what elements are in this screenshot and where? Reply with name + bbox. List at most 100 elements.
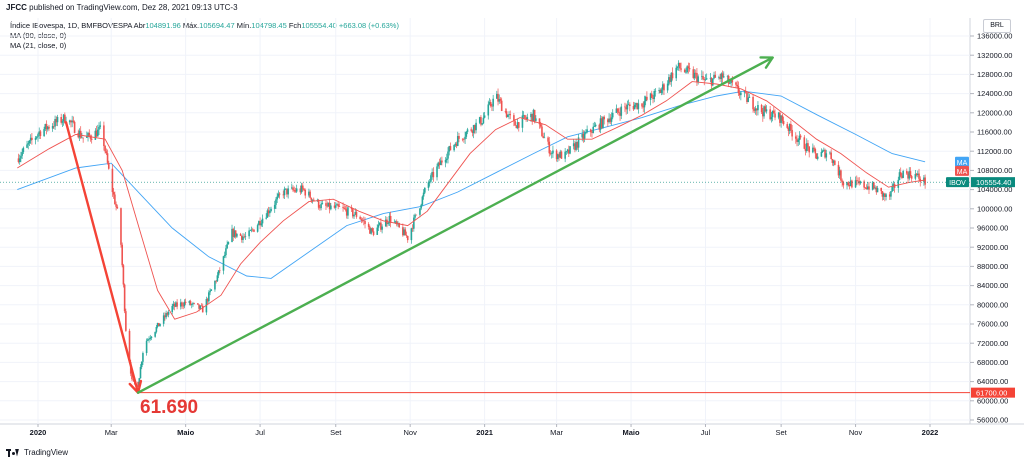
candle-body bbox=[633, 104, 636, 110]
candle-body bbox=[208, 292, 210, 302]
low-label: Mín. bbox=[236, 21, 252, 30]
price-tick-label: 72000.00 bbox=[977, 339, 1008, 348]
candle-body bbox=[402, 227, 404, 236]
candle-body bbox=[370, 228, 372, 234]
candle-body bbox=[558, 154, 560, 158]
candle-body bbox=[851, 180, 853, 188]
candle-body bbox=[99, 125, 102, 127]
candle-body bbox=[295, 188, 298, 192]
candle-body bbox=[198, 304, 200, 309]
candle-body bbox=[829, 152, 831, 154]
uptrend-arrow bbox=[759, 56, 774, 69]
candle-body bbox=[345, 209, 348, 216]
candle-body bbox=[697, 76, 699, 83]
candle-body bbox=[179, 302, 182, 307]
candle-body bbox=[508, 114, 510, 115]
candle-body bbox=[769, 109, 771, 120]
candle-body bbox=[701, 76, 703, 77]
candle-body bbox=[436, 166, 438, 178]
candle-body bbox=[740, 92, 742, 96]
candle-body bbox=[714, 74, 717, 78]
candle-body bbox=[798, 135, 801, 141]
time-tick-label: Nov bbox=[404, 428, 418, 437]
candle-body bbox=[147, 339, 149, 341]
candle-body bbox=[201, 305, 204, 313]
candle-body bbox=[524, 115, 526, 119]
candle-body bbox=[891, 186, 893, 192]
candle-body bbox=[233, 230, 236, 237]
candle-body bbox=[55, 119, 58, 123]
candle-body bbox=[337, 204, 339, 207]
candle-body bbox=[548, 141, 551, 154]
candle-body bbox=[577, 137, 580, 148]
candle-body bbox=[267, 210, 270, 214]
candle-body bbox=[771, 110, 774, 118]
candle-body bbox=[863, 181, 865, 188]
candle-body bbox=[794, 136, 797, 139]
publish-info: published on TradingView.com, Dez 28, 20… bbox=[29, 3, 238, 12]
time-axis[interactable]: 2020 Mar Maio Jul Set Nov 2021 Mar Maio Jul Set Nov… bbox=[30, 424, 939, 437]
candle-body bbox=[600, 118, 603, 128]
candle-body bbox=[908, 171, 911, 179]
candle-body bbox=[344, 208, 347, 210]
candle-body bbox=[481, 123, 483, 125]
candle-body bbox=[17, 158, 20, 163]
candle-body bbox=[309, 191, 311, 198]
candle-body bbox=[582, 133, 585, 139]
price-label: MA bbox=[955, 165, 969, 176]
candle-body bbox=[29, 137, 32, 141]
candle-body bbox=[692, 69, 695, 78]
candle-body bbox=[566, 149, 569, 152]
candle-body bbox=[924, 177, 926, 185]
candle-body bbox=[849, 180, 852, 187]
candle-body bbox=[326, 205, 328, 207]
candle-body bbox=[330, 205, 332, 210]
candle-body bbox=[641, 103, 643, 107]
candle-body bbox=[823, 149, 825, 151]
candle-body bbox=[321, 203, 324, 205]
low-annotation: 61.690 bbox=[140, 397, 198, 418]
candle-body bbox=[821, 150, 824, 153]
candle-body bbox=[868, 186, 870, 190]
candle-body bbox=[427, 182, 430, 188]
candle-body bbox=[615, 108, 618, 113]
candle-body bbox=[609, 118, 612, 122]
candle-body bbox=[721, 73, 724, 78]
candle-body bbox=[831, 158, 834, 163]
candle-body bbox=[832, 160, 835, 163]
candle-body bbox=[624, 106, 626, 108]
candle-body bbox=[258, 221, 260, 226]
candle-body bbox=[259, 221, 261, 226]
candle-body bbox=[216, 275, 219, 282]
candle-body bbox=[629, 104, 631, 106]
candle-body bbox=[275, 199, 277, 205]
candle-body bbox=[441, 160, 443, 163]
candle-body bbox=[338, 206, 341, 207]
candle-body bbox=[182, 305, 185, 307]
candle-body bbox=[765, 109, 768, 112]
candle-body bbox=[87, 132, 89, 137]
currency-button[interactable]: BRL bbox=[983, 19, 1011, 33]
time-tick-label: Jul bbox=[255, 428, 265, 437]
candle-body bbox=[86, 136, 88, 138]
candle-body bbox=[608, 118, 610, 123]
candle-body bbox=[825, 153, 828, 158]
candle-body bbox=[378, 222, 381, 225]
candle-body bbox=[114, 194, 116, 205]
candle-body bbox=[225, 248, 227, 256]
candle-body bbox=[797, 140, 800, 142]
candle-body bbox=[504, 111, 507, 112]
candle-body bbox=[677, 62, 680, 67]
low-value: 104798.45 bbox=[251, 21, 287, 30]
candle-body bbox=[171, 305, 174, 313]
candle-body bbox=[854, 180, 857, 188]
tradingview-logo-icon bbox=[6, 448, 20, 457]
candle-body bbox=[347, 207, 349, 216]
candle-body bbox=[420, 204, 422, 209]
candle-body bbox=[591, 132, 593, 133]
candle-body bbox=[167, 312, 170, 315]
price-axis[interactable]: 136000.00 132000.00 128000.00 124000.00 1200… bbox=[946, 32, 1015, 425]
candle-body bbox=[874, 187, 876, 189]
candle-body bbox=[444, 159, 447, 163]
